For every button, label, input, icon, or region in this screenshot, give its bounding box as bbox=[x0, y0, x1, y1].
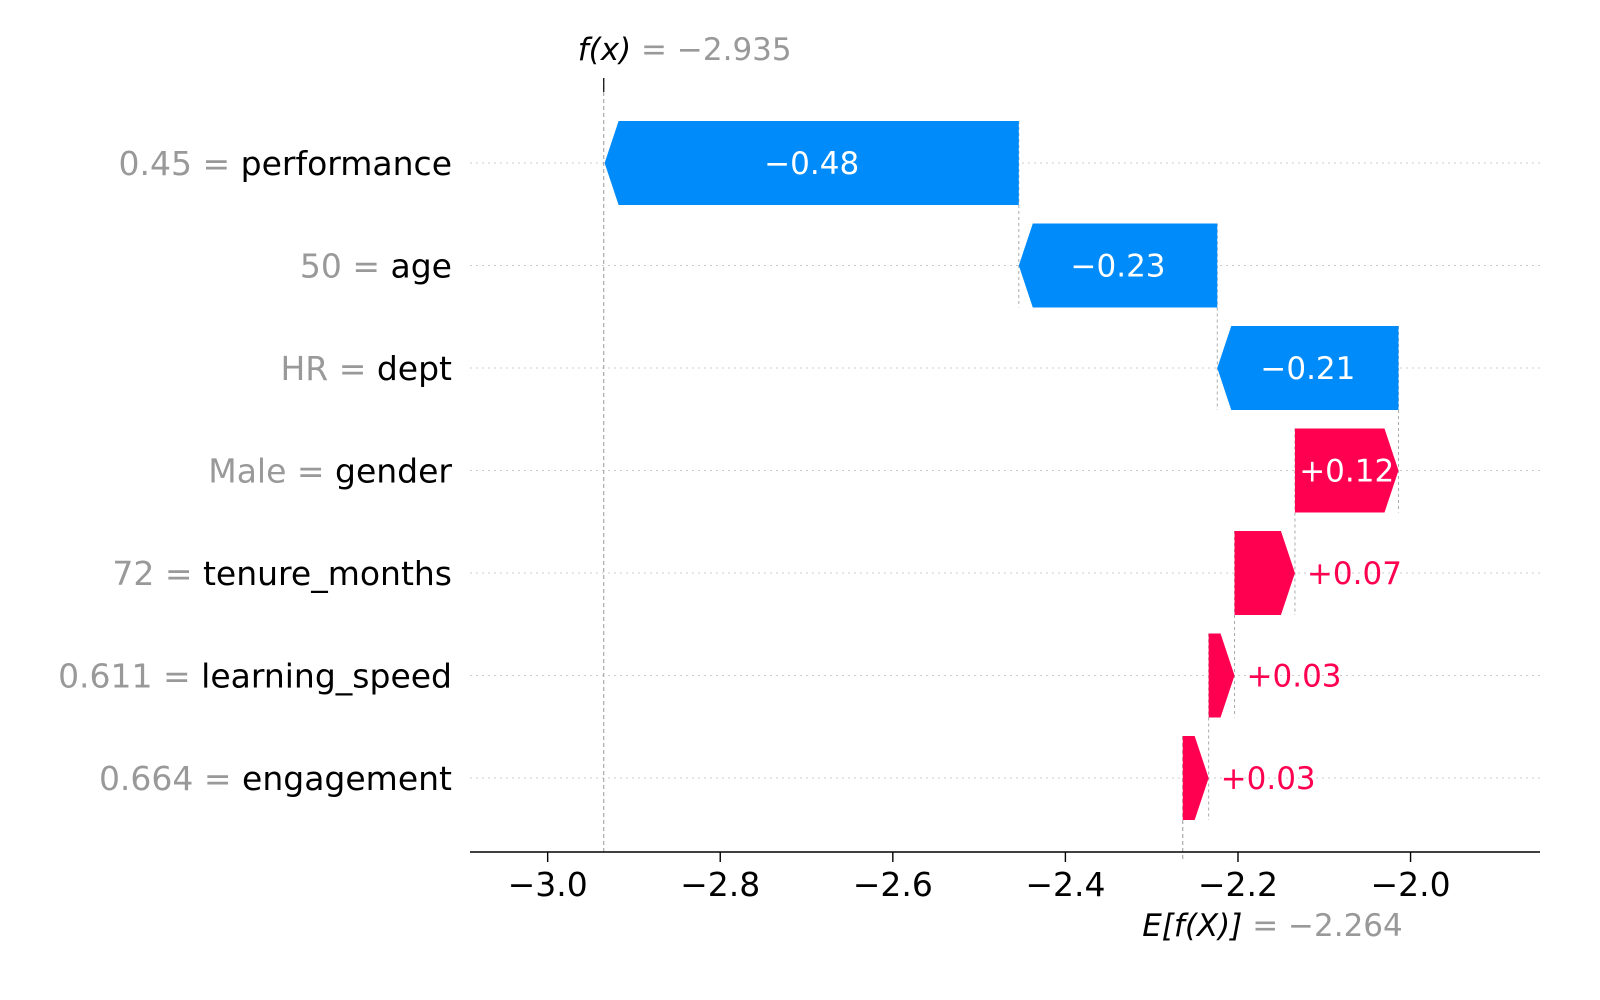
positive-contribution-bar bbox=[1234, 531, 1295, 615]
feature-label: 0.664 = engagement bbox=[99, 759, 452, 798]
bar-value-label: −0.48 bbox=[764, 146, 859, 182]
bar-value-label: +0.03 bbox=[1247, 659, 1342, 695]
feature-label: HR = dept bbox=[280, 349, 452, 388]
positive-contribution-bar bbox=[1208, 633, 1235, 718]
x-tick-label: −2.8 bbox=[680, 865, 760, 904]
negative-contribution-bar bbox=[1018, 223, 1218, 308]
bar-value-label: +0.12 bbox=[1299, 454, 1394, 490]
feature-label: 0.611 = learning_speed bbox=[58, 657, 452, 696]
fx-annotation: f(x) = −2.935 bbox=[578, 32, 792, 68]
negative-contribution-bar bbox=[1217, 326, 1399, 410]
positive-contribution-bar bbox=[1182, 736, 1209, 820]
x-tick-label: −3.0 bbox=[508, 865, 588, 904]
bar-value-label: +0.07 bbox=[1307, 556, 1402, 592]
feature-label: 50 = age bbox=[300, 247, 452, 286]
feature-label: 72 = tenure_months bbox=[112, 554, 452, 593]
x-tick-label: −2.2 bbox=[1198, 865, 1278, 904]
x-tick-label: −2.4 bbox=[1025, 865, 1105, 904]
positive-contribution-bar bbox=[1294, 428, 1399, 513]
x-tick-label: −2.6 bbox=[853, 865, 933, 904]
bar-value-label: +0.03 bbox=[1221, 761, 1316, 797]
feature-label: Male = gender bbox=[208, 452, 452, 491]
x-tick-label: −2.0 bbox=[1370, 865, 1450, 904]
negative-contribution-bar bbox=[604, 121, 1019, 205]
expected-value-annotation: E[f(X)] = −2.264 bbox=[1142, 908, 1403, 944]
bar-value-label: −0.21 bbox=[1260, 351, 1355, 387]
bar-value-label: −0.23 bbox=[1071, 249, 1166, 285]
feature-label: 0.45 = performance bbox=[119, 144, 452, 183]
